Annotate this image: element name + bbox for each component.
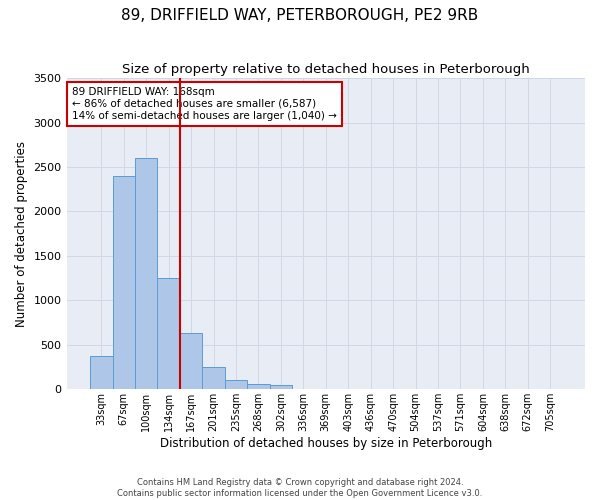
Bar <box>202 367 225 390</box>
Bar <box>225 380 247 390</box>
Bar <box>180 334 202 390</box>
Text: Contains HM Land Registry data © Crown copyright and database right 2024.
Contai: Contains HM Land Registry data © Crown c… <box>118 478 482 498</box>
Title: Size of property relative to detached houses in Peterborough: Size of property relative to detached ho… <box>122 62 530 76</box>
Bar <box>90 356 113 390</box>
Text: 89, DRIFFIELD WAY, PETERBOROUGH, PE2 9RB: 89, DRIFFIELD WAY, PETERBOROUGH, PE2 9RB <box>121 8 479 22</box>
Bar <box>113 176 135 390</box>
Bar <box>135 158 157 390</box>
Y-axis label: Number of detached properties: Number of detached properties <box>15 140 28 326</box>
X-axis label: Distribution of detached houses by size in Peterborough: Distribution of detached houses by size … <box>160 437 492 450</box>
Bar <box>269 385 292 390</box>
Bar <box>157 278 180 390</box>
Bar <box>247 384 269 390</box>
Text: 89 DRIFFIELD WAY: 168sqm
← 86% of detached houses are smaller (6,587)
14% of sem: 89 DRIFFIELD WAY: 168sqm ← 86% of detach… <box>72 88 337 120</box>
